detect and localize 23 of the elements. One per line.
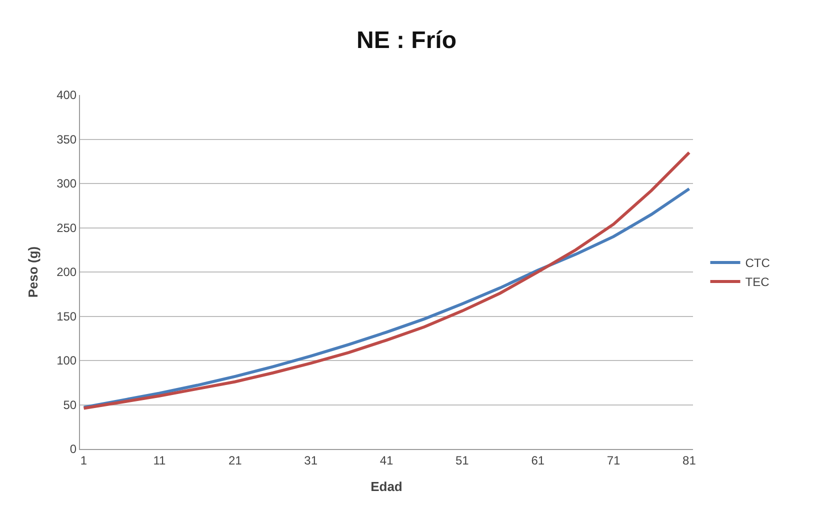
- y-tick-label: 100: [56, 354, 77, 368]
- x-tick-label: 81: [682, 453, 696, 468]
- x-tick-label: 11: [153, 453, 166, 468]
- y-tick-label: 250: [56, 220, 77, 235]
- x-tick-label: 51: [456, 453, 470, 468]
- y-tick-label: 200: [56, 265, 77, 280]
- y-axis-title: Peso (g): [26, 246, 41, 298]
- x-tick-label: 31: [304, 453, 318, 468]
- y-tick-label: 350: [56, 132, 77, 146]
- x-tick-label: 61: [531, 453, 545, 468]
- x-tick-label: 41: [380, 453, 394, 468]
- y-tick-label: 300: [56, 176, 77, 191]
- y-tick-label: 150: [56, 309, 77, 324]
- x-tick-label: 1: [80, 453, 88, 468]
- x-tick-label: 21: [228, 453, 242, 468]
- y-tick-label: 0: [70, 442, 77, 456]
- legend-label: TEC: [745, 275, 770, 290]
- y-tick-label: 400: [56, 88, 77, 102]
- legend-label: CTC: [745, 256, 770, 270]
- x-axis-title: Edad: [370, 479, 402, 494]
- x-tick-label: 71: [606, 453, 621, 468]
- chart-title: NE : Frío: [356, 26, 456, 54]
- y-tick-label: 50: [63, 398, 77, 412]
